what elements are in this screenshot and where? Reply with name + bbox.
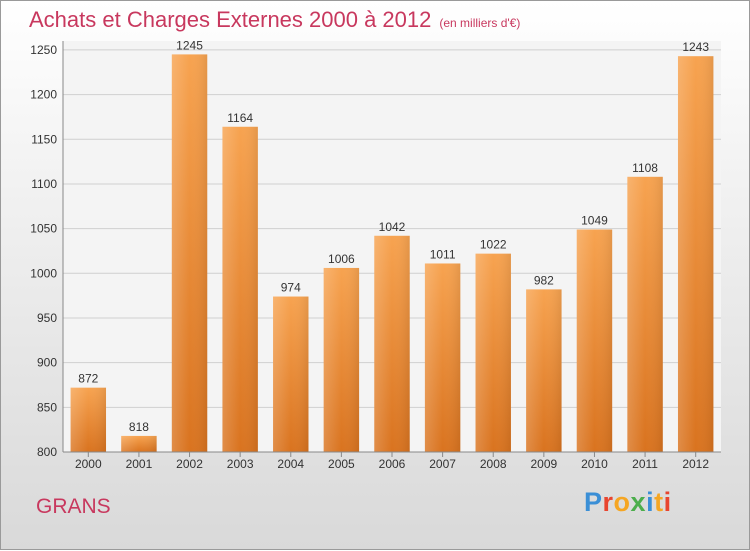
logo-letter: x (630, 487, 647, 517)
logo-letter: i (663, 487, 672, 517)
x-tick-label: 2002 (176, 457, 203, 471)
x-tick-label: 2003 (227, 457, 254, 471)
value-label: 872 (78, 372, 98, 386)
bar-shading (171, 54, 208, 453)
value-label: 1011 (430, 247, 456, 261)
value-label: 1108 (632, 161, 658, 175)
value-label: 1022 (480, 238, 507, 252)
x-tick-label: 2000 (75, 457, 102, 471)
chart-title: Achats et Charges Externes 2000 à 2012 (29, 7, 432, 32)
y-tick-label: 900 (37, 356, 57, 370)
bar-shading (526, 289, 562, 452)
y-tick-label: 1100 (31, 177, 57, 191)
y-tick-label: 1250 (30, 43, 57, 57)
y-tick-label: 1150 (31, 132, 57, 146)
logo-letter: i (646, 487, 655, 517)
bar-shading (627, 176, 663, 452)
logo-letter: t (654, 487, 664, 517)
y-tick-label: 1000 (30, 266, 57, 280)
bar-shading (323, 267, 360, 452)
bar-shading (424, 263, 461, 452)
bar-shading (374, 235, 410, 452)
y-tick-label: 1050 (30, 222, 57, 236)
bar-shading (70, 387, 107, 452)
bar-shading (475, 253, 511, 452)
value-label: 1245 (176, 38, 203, 52)
x-tick-label: 2001 (126, 457, 153, 471)
x-tick-label: 2011 (632, 457, 658, 471)
y-tick-label: 1200 (30, 88, 57, 102)
value-label: 818 (129, 420, 149, 434)
y-tick-label: 950 (37, 311, 57, 325)
value-label: 1042 (379, 220, 406, 234)
x-tick-label: 2009 (530, 457, 557, 471)
value-label: 1006 (328, 252, 355, 266)
x-tick-label: 2005 (328, 457, 355, 471)
bar-shading (273, 296, 309, 452)
bar-shading (222, 126, 258, 452)
value-label: 1164 (227, 111, 253, 125)
logo-letter: r (602, 487, 614, 517)
city-name: GRANS (36, 495, 111, 518)
proxiti-logo: Proxiti (584, 487, 672, 518)
logo-letter: P (584, 487, 603, 517)
x-tick-label: 2012 (682, 457, 709, 471)
y-tick-label: 850 (37, 400, 57, 414)
value-label: 1243 (682, 40, 709, 54)
value-label: 1049 (581, 214, 608, 228)
x-tick-label: 2010 (581, 457, 608, 471)
x-tick-label: 2008 (480, 457, 507, 471)
value-label: 974 (281, 281, 301, 295)
chart-title-block: Achats et Charges Externes 2000 à 2012 (e… (29, 7, 520, 33)
logo-letter: o (613, 487, 631, 517)
x-tick-label: 2006 (379, 457, 406, 471)
chart-subtitle: (en milliers d'€) (439, 16, 521, 30)
x-tick-label: 2004 (277, 457, 304, 471)
bar-shading (677, 56, 714, 453)
bar-shading (576, 229, 613, 452)
value-label: 982 (534, 273, 554, 287)
y-tick-label: 800 (37, 445, 57, 459)
bar-shading (121, 435, 157, 452)
x-tick-label: 2007 (429, 457, 456, 471)
